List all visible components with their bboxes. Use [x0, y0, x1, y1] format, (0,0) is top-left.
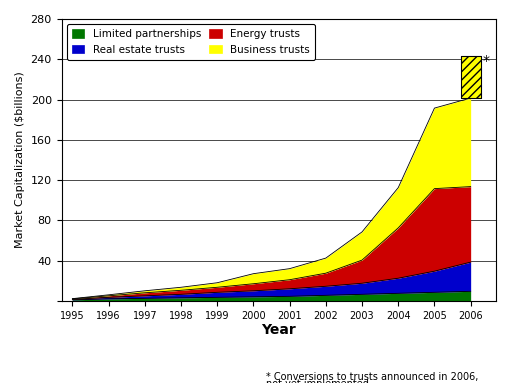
Legend: Limited partnerships, Real estate trusts, Energy trusts, Business trusts: Limited partnerships, Real estate trusts… [67, 24, 315, 60]
Bar [461, 56, 481, 98]
X-axis label: Year: Year [262, 323, 296, 337]
Text: *: * [482, 54, 490, 68]
Bar [461, 56, 481, 98]
Y-axis label: Market Capitalization ($billions): Market Capitalization ($billions) [15, 72, 25, 248]
Text: not yet implemented.: not yet implemented. [266, 379, 371, 383]
Text: * Conversions to trusts announced in 2006,: * Conversions to trusts announced in 200… [266, 372, 478, 381]
